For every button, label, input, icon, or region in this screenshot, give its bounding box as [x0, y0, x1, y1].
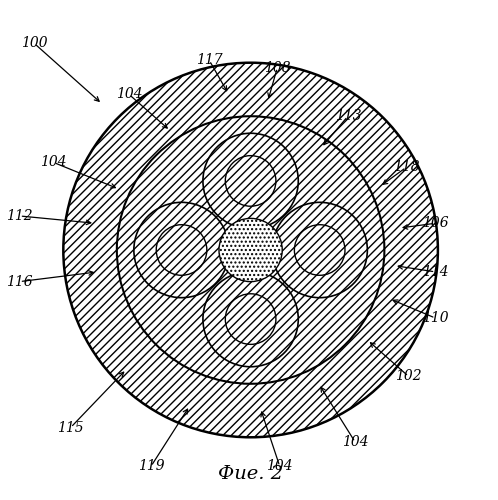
Circle shape	[225, 156, 276, 206]
Text: 114: 114	[422, 265, 449, 279]
Text: 102: 102	[395, 370, 422, 384]
Text: Фие. 2: Фие. 2	[218, 465, 283, 483]
Circle shape	[294, 224, 345, 276]
Text: 108: 108	[264, 60, 291, 74]
Text: 112: 112	[6, 209, 33, 223]
Text: 110: 110	[422, 311, 449, 325]
Text: 118: 118	[393, 160, 420, 174]
Circle shape	[63, 62, 438, 438]
Text: 104: 104	[40, 156, 67, 170]
Text: 104: 104	[342, 435, 369, 449]
Circle shape	[134, 202, 229, 298]
Text: 116: 116	[6, 274, 33, 288]
Text: 113: 113	[335, 109, 361, 123]
Text: 106: 106	[422, 216, 449, 230]
Circle shape	[219, 218, 282, 282]
Text: 104: 104	[266, 460, 293, 473]
Circle shape	[203, 272, 298, 366]
Text: 119: 119	[137, 460, 164, 473]
Text: 104: 104	[116, 88, 142, 102]
Text: 100: 100	[21, 36, 47, 51]
Text: 117: 117	[196, 54, 223, 68]
Circle shape	[225, 294, 276, 344]
Text: 115: 115	[57, 420, 84, 434]
Circle shape	[117, 116, 384, 384]
Circle shape	[156, 224, 207, 276]
Circle shape	[203, 134, 298, 228]
Circle shape	[272, 202, 368, 298]
